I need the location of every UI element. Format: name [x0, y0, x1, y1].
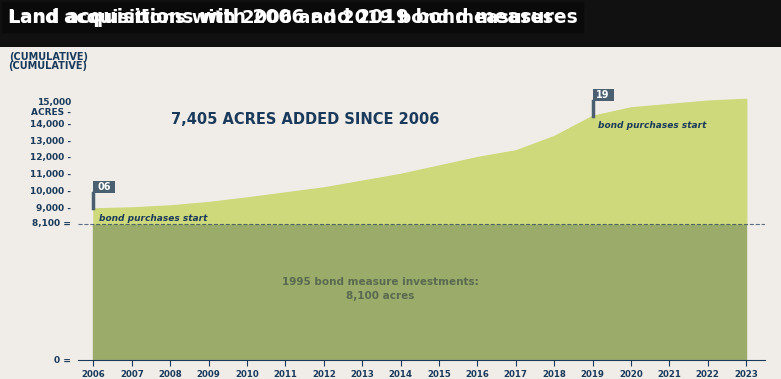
Text: 11,000 -: 11,000 -	[30, 170, 71, 179]
Bar	[593, 89, 614, 101]
Text: (CUMULATIVE): (CUMULATIVE)	[8, 61, 87, 70]
Text: 1995 bond measure investments:
8,100 acres: 1995 bond measure investments: 8,100 acr…	[282, 277, 479, 301]
Text: Land acquisitions with 2006 and 2019 bond measures: Land acquisitions with 2006 and 2019 bon…	[8, 8, 578, 27]
Text: 14,000 -: 14,000 -	[30, 120, 71, 129]
Text: 9,000 -: 9,000 -	[36, 204, 71, 213]
Text: 15,000
ACRES -: 15,000 ACRES -	[31, 98, 71, 117]
Text: bond purchases start: bond purchases start	[99, 213, 208, 222]
Text: 10,000 -: 10,000 -	[30, 187, 71, 196]
Text: 8,100 =: 8,100 =	[32, 219, 71, 228]
Text: Land acquisitions with 2006 and 2019 bond measures: Land acquisitions with 2006 and 2019 bon…	[9, 9, 554, 27]
Text: bond purchases start: bond purchases start	[598, 121, 707, 130]
Text: 13,000 -: 13,000 -	[30, 136, 71, 146]
Text: 7,405 ACRES ADDED SINCE 2006: 7,405 ACRES ADDED SINCE 2006	[171, 113, 439, 127]
Text: 06: 06	[98, 182, 111, 193]
Text: (CUMULATIVE): (CUMULATIVE)	[9, 52, 88, 62]
Text: 12,000 -: 12,000 -	[30, 153, 71, 163]
Text: 19: 19	[597, 90, 610, 100]
Text: 0 =: 0 =	[55, 356, 71, 365]
Bar	[94, 182, 115, 193]
